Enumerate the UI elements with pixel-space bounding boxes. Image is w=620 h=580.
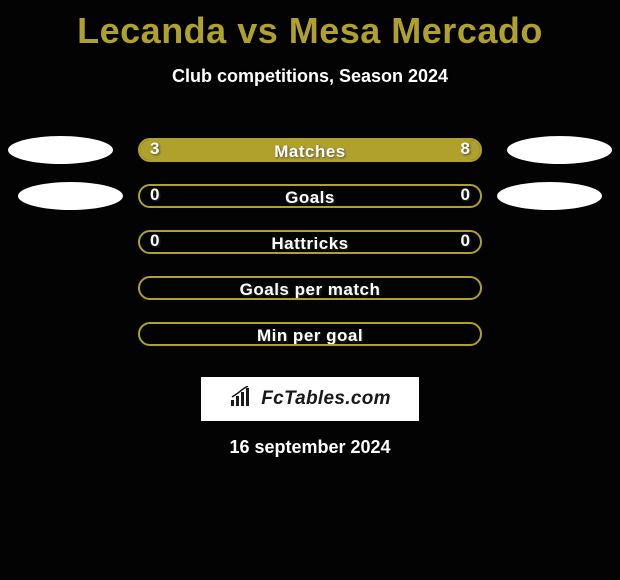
stat-row: Matches3 8 <box>0 127 620 173</box>
stat-row: Goals per match <box>0 265 620 311</box>
stat-bar: Goals per match <box>138 276 482 300</box>
player-right-ellipse <box>497 182 602 210</box>
subtitle: Club competitions, Season 2024 <box>0 66 620 87</box>
stat-value-right: 0 <box>461 231 470 251</box>
stat-rows: Matches38Goals00Hattricks00Goals per mat… <box>0 127 620 357</box>
stat-label: Hattricks <box>140 234 480 254</box>
stat-label: Matches <box>140 142 480 162</box>
player-left-ellipse <box>18 182 123 210</box>
stat-row: Goals0 0 <box>0 173 620 219</box>
stat-value-right: 8 <box>461 139 470 159</box>
stat-row: Hattricks0 0 <box>0 219 620 265</box>
stat-bar: Min per goal <box>138 322 482 346</box>
logo-box: FcTables.com <box>201 377 419 421</box>
date-line: 16 september 2024 <box>0 437 620 458</box>
stat-label: Min per goal <box>140 326 480 346</box>
stat-value-left: 0 <box>150 185 159 205</box>
stat-value-right: 0 <box>461 185 470 205</box>
stat-value-left: 0 <box>150 231 159 251</box>
stat-value-left: 3 <box>150 139 159 159</box>
stat-label: Goals per match <box>140 280 480 300</box>
stat-row: Min per goal <box>0 311 620 357</box>
stat-bar: Hattricks <box>138 230 482 254</box>
player-left-ellipse <box>8 136 113 164</box>
stat-label: Goals <box>140 188 480 208</box>
stat-bar: Matches <box>138 138 482 162</box>
logo-text: FcTables.com <box>261 388 391 410</box>
player-right-ellipse <box>507 136 612 164</box>
logo-chart-icon <box>229 386 255 413</box>
page-title: Lecanda vs Mesa Mercado <box>0 0 620 52</box>
stat-bar: Goals <box>138 184 482 208</box>
